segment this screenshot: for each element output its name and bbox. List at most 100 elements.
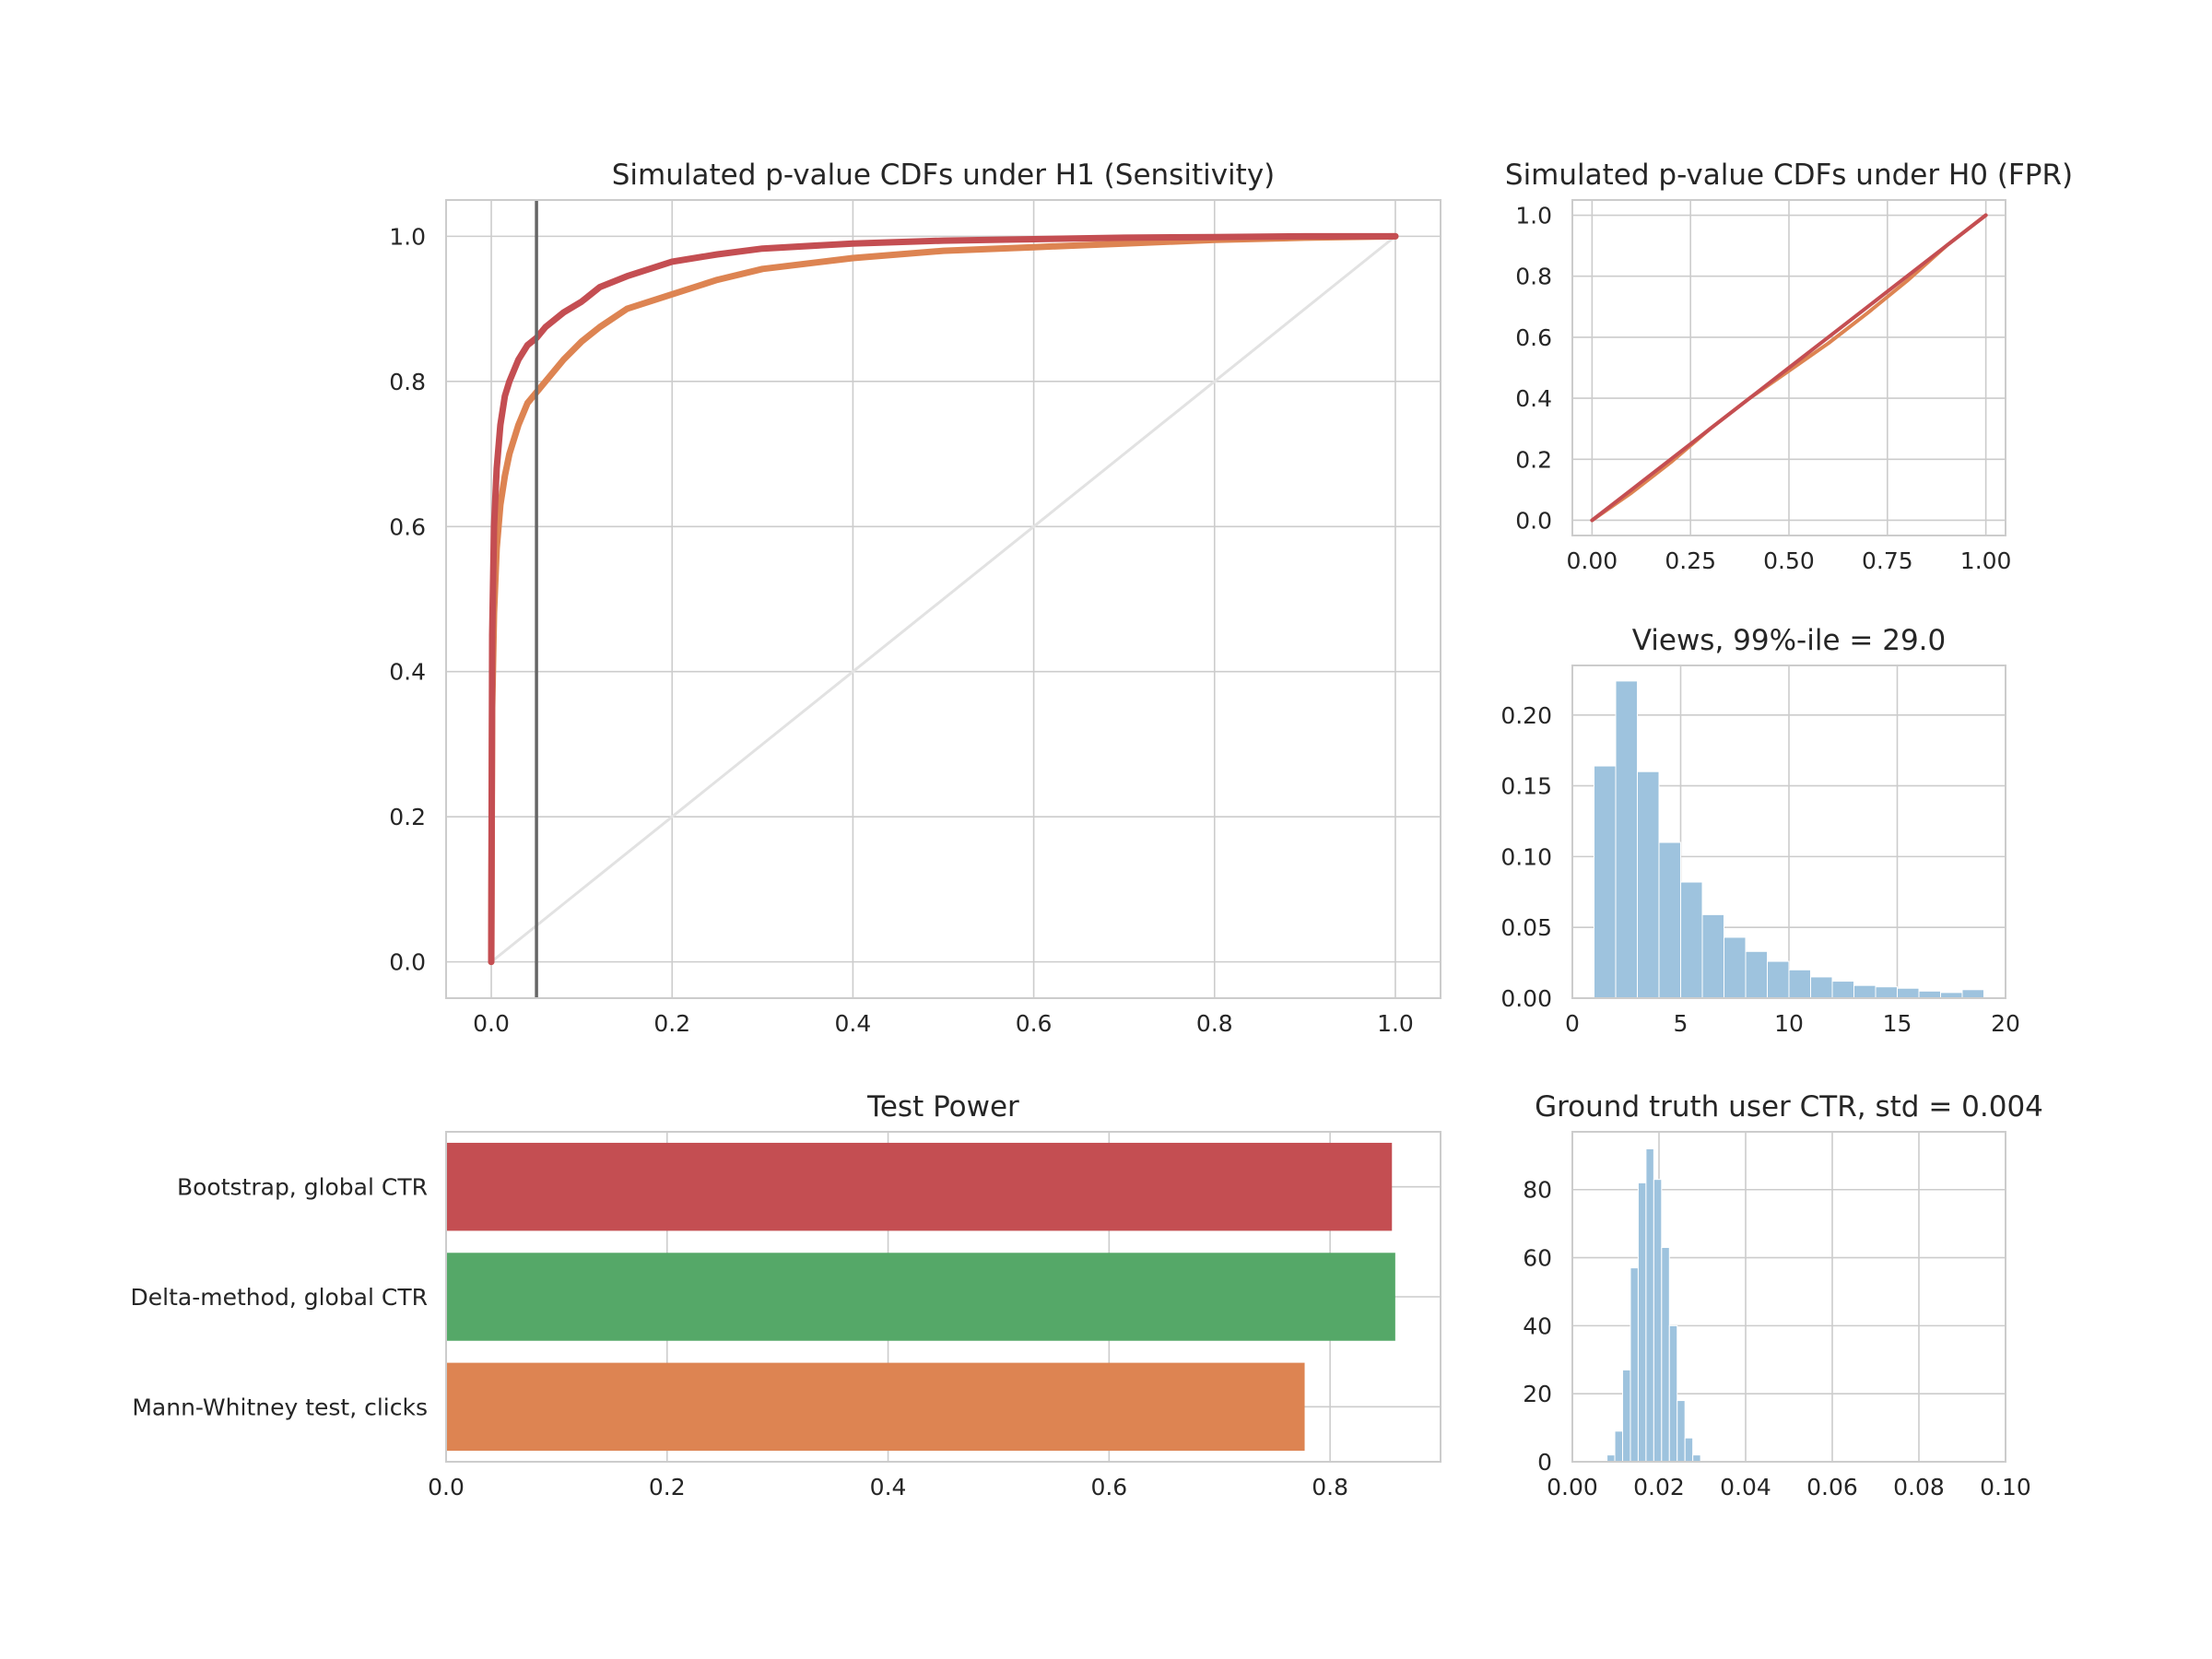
ctr-chart-title: Ground truth user CTR, std = 0.004 <box>1535 1090 2043 1124</box>
h1-chart-title: Simulated p-value CDFs under H1 (Sensiti… <box>612 159 1276 192</box>
ctr-x-tick-label: 0.02 <box>1633 1474 1685 1500</box>
h0-x-tick-label: 0.75 <box>1862 547 1913 574</box>
h1-cdf-line-bootstrap <box>488 232 1399 966</box>
ctr-histogram-bar <box>1637 1182 1647 1463</box>
power-x-tick-label: 0.4 <box>870 1474 907 1500</box>
views-histogram-bar <box>1658 841 1681 999</box>
ctr-y-tick-label: 20 <box>1523 1381 1552 1407</box>
h1-y-tick-label: 0.2 <box>389 804 426 830</box>
views-histogram-bar <box>1810 976 1833 999</box>
views-x-tick-label: 5 <box>1674 1010 1688 1037</box>
h1-y-tick-label: 1.0 <box>389 223 426 250</box>
views-histogram-bar <box>1701 913 1724 999</box>
views-histogram-bar <box>1615 680 1638 999</box>
ctr-histogram-bar <box>1668 1324 1678 1463</box>
h1-x-tick-label: 0.6 <box>1016 1010 1053 1037</box>
views-y-tick-label: 0.05 <box>1500 914 1552 941</box>
h1-x-tick-label: 1.0 <box>1377 1010 1414 1037</box>
h1-y-tick-label: 0.6 <box>389 513 426 540</box>
uniform-reference-diagonal <box>490 235 1396 963</box>
views-x-tick-label: 15 <box>1883 1010 1912 1037</box>
views-histogram-bar <box>1875 986 1898 999</box>
ctr-y-tick-label: 0 <box>1537 1449 1552 1476</box>
ctr-y-tick-label: 40 <box>1523 1312 1552 1339</box>
views-histogram-bar <box>1724 936 1747 999</box>
views-histogram-bar <box>1745 950 1768 999</box>
h0-chart-title: Simulated p-value CDFs under H0 (FPR) <box>1505 159 2073 192</box>
views-histogram-bar <box>1637 771 1660 999</box>
ctr-plot-frame <box>1571 1131 2006 1463</box>
h0-y-tick-label: 0.4 <box>1515 385 1552 412</box>
ctr-x-tick-label: 0.10 <box>1980 1474 2031 1500</box>
h1-cdf-line-mannwhitney <box>488 232 1399 966</box>
h1-x-tick-label: 0.2 <box>653 1010 690 1037</box>
views-y-tick-label: 0.15 <box>1500 773 1552 800</box>
h0-y-tick-label: 0.2 <box>1515 446 1552 473</box>
power-x-tick-label: 0.0 <box>428 1474 465 1500</box>
views-x-tick-label: 0 <box>1565 1010 1580 1037</box>
ctr-histogram-bar <box>1630 1267 1639 1463</box>
ctr-histogram-panel: 0.00 0.02 0.04 0.06 0.08 0.10 0 20 40 60 80 Groun… <box>1523 1090 2043 1500</box>
h1-x-tick-label: 0.8 <box>1196 1010 1233 1037</box>
h0-y-tick-label: 0.6 <box>1515 324 1552 351</box>
power-bar-delta <box>446 1253 1395 1341</box>
power-x-tick-label: 0.8 <box>1312 1474 1348 1500</box>
test-power-panel: 0.0 0.2 0.4 0.6 0.8 Bootstrap, global CTR Del… <box>131 1090 1441 1500</box>
h0-x-tick-label: 0.50 <box>1763 547 1815 574</box>
views-x-tick-label: 10 <box>1774 1010 1804 1037</box>
power-category-label: Mann-Whitney test, clicks <box>132 1394 428 1420</box>
h0-y-tick-label: 0.0 <box>1515 507 1552 534</box>
ctr-histogram-bar <box>1606 1454 1616 1463</box>
power-bar-mannwhitney <box>446 1362 1305 1452</box>
views-histogram-bar <box>1594 765 1617 999</box>
h1-y-tick-label: 0.4 <box>389 659 426 686</box>
views-histogram-bar <box>1853 984 1877 999</box>
views-y-tick-label: 0.20 <box>1500 702 1552 729</box>
power-x-tick-label: 0.6 <box>1090 1474 1127 1500</box>
power-plot-frame <box>445 1131 1441 1463</box>
ctr-x-tick-label: 0.08 <box>1893 1474 1945 1500</box>
power-bar-bootstrap <box>446 1142 1393 1231</box>
ctr-histogram-bar <box>1645 1147 1654 1463</box>
views-histogram-bar <box>1961 989 1984 999</box>
ctr-histogram-bar <box>1614 1430 1624 1463</box>
h0-x-tick-label: 0.00 <box>1567 547 1618 574</box>
h1-x-tick-label: 0.0 <box>473 1010 510 1037</box>
ctr-y-tick-label: 80 <box>1523 1177 1552 1204</box>
power-x-tick-label: 0.2 <box>649 1474 686 1500</box>
views-histogram-bar <box>1767 960 1790 999</box>
ctr-x-tick-label: 0.00 <box>1547 1474 1598 1500</box>
views-histogram-bar <box>1897 987 1920 999</box>
h0-x-tick-label: 0.25 <box>1665 547 1716 574</box>
h0-cdf-line-bootstrap <box>1590 213 1988 523</box>
power-category-label: Delta-method, global CTR <box>131 1284 428 1311</box>
h0-y-tick-label: 1.0 <box>1515 203 1552 229</box>
views-histogram-panel: 0 5 10 15 20 0.00 0.05 0.10 0.15 0.20 Views, 99%… <box>1500 624 2020 1037</box>
ctr-x-tick-label: 0.06 <box>1806 1474 1858 1500</box>
h0-plot-frame <box>1571 199 2006 536</box>
h1-cdf-panel: 0.0 0.2 0.4 0.6 0.8 1.0 0.0 0.2 0.4 0.6 0.8 1.0 Si… <box>389 159 1441 1037</box>
views-histogram-bar <box>1680 881 1703 999</box>
ctr-histogram-bar <box>1622 1369 1631 1463</box>
views-chart-title: Views, 99%-ile = 29.0 <box>1632 624 1947 657</box>
views-plot-frame <box>1571 665 2006 999</box>
h0-cdf-line-mannwhitney <box>1590 213 1988 523</box>
views-x-tick-label: 20 <box>1991 1010 2020 1037</box>
power-category-label: Bootstrap, global CTR <box>177 1174 428 1201</box>
h0-cdf-panel: 0.00 0.25 0.50 0.75 1.00 0.00.20.40.60.81.0 … <box>1505 159 2073 574</box>
ctr-y-tick-label: 60 <box>1523 1245 1552 1272</box>
views-histogram-bar <box>1831 981 1854 999</box>
ctr-histogram-bar <box>1661 1246 1670 1463</box>
h0-y-tick-label: 0.8 <box>1515 264 1552 290</box>
views-y-tick-label: 0.00 <box>1500 985 1552 1012</box>
views-histogram-bar <box>1788 969 1811 999</box>
ctr-histogram-bar <box>1684 1437 1694 1463</box>
h0-x-tick-label: 1.00 <box>1960 547 2012 574</box>
ctr-x-tick-label: 0.04 <box>1720 1474 1771 1500</box>
power-chart-title: Test Power <box>866 1090 1019 1124</box>
ctr-histogram-bar <box>1692 1454 1701 1463</box>
h1-x-tick-label: 0.4 <box>835 1010 872 1037</box>
views-histogram-bar <box>1918 990 1941 999</box>
h1-y-tick-label: 0.0 <box>389 949 426 976</box>
